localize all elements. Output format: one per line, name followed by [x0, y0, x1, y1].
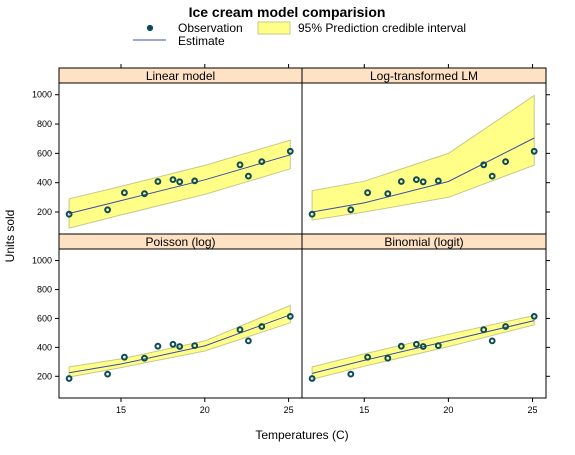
- observation-point: [191, 342, 199, 350]
- observation-point: [169, 340, 177, 348]
- y-tick-label: 1000: [32, 256, 52, 266]
- interval-band: [68, 304, 291, 378]
- x-tick-label: 15: [359, 405, 369, 415]
- x-tick-label: 25: [284, 405, 294, 415]
- y-tick-label: 800: [37, 285, 52, 295]
- observation-point: [176, 343, 184, 350]
- panel-2: Log-transformed LM: [301, 64, 550, 235]
- observation-point: [121, 189, 128, 197]
- observation-point: [236, 161, 244, 169]
- observation-point: [236, 326, 244, 334]
- x-tick-label: 20: [443, 405, 453, 415]
- observation-point: [141, 190, 148, 198]
- x-tick-label: 15: [116, 405, 126, 415]
- observation-point: [364, 353, 372, 361]
- estimate-line: [311, 320, 535, 374]
- observation-point: [364, 189, 372, 197]
- observation-point: [245, 172, 252, 180]
- observation-point: [397, 178, 405, 185]
- y-tick-label: 400: [37, 178, 52, 188]
- observation-point: [530, 147, 538, 155]
- legend-point-icon: [146, 24, 154, 32]
- y-tick-label: 800: [37, 119, 52, 129]
- observation-point: [413, 176, 420, 184]
- observation-point: [308, 375, 316, 382]
- observation-point: [530, 313, 538, 320]
- y-tick-label: 600: [37, 148, 52, 158]
- observation-point: [413, 340, 420, 348]
- observation-point: [434, 342, 442, 350]
- observation-point: [502, 158, 510, 166]
- x-tick-label: 20: [200, 405, 210, 415]
- observation-point: [434, 177, 442, 185]
- observation-point: [286, 147, 294, 155]
- legend-band-icon: [257, 21, 291, 35]
- observation-point: [176, 178, 184, 186]
- observation-point: [154, 178, 162, 185]
- estimate-line: [312, 137, 535, 213]
- observation-point: [258, 323, 266, 330]
- observation-point: [169, 176, 177, 184]
- observation-point: [104, 206, 111, 214]
- observation-point: [308, 210, 316, 218]
- strip-label: Binomial (logit): [384, 235, 463, 249]
- chart-title: Ice cream model comparision: [189, 4, 386, 20]
- interval-band: [311, 314, 535, 380]
- panels: Linear model 200 400 600 800 1000 Log-transfor…: [32, 64, 550, 415]
- legend-label-estimate: Estimate: [178, 34, 225, 48]
- observation-point: [347, 370, 355, 378]
- observation-point: [488, 337, 496, 345]
- interval-band: [311, 94, 535, 221]
- panel-1: Linear model 200 400 600 800 1000: [32, 64, 303, 235]
- x-axis-label: Temperatures (C): [255, 428, 348, 442]
- y-tick-label: 400: [37, 342, 52, 352]
- panel-frame: [301, 248, 547, 399]
- observation-point: [488, 172, 496, 180]
- observation-point: [286, 313, 294, 320]
- y-axis-label: Units sold: [3, 210, 17, 263]
- legend-label-observation: Observation: [178, 21, 243, 35]
- observation-point: [258, 158, 266, 166]
- x-tick-label: 25: [528, 405, 538, 415]
- strip-label: Log-transformed LM: [370, 69, 478, 83]
- panel-4: Binomial (logit) 15 20 25: [301, 233, 550, 415]
- observation-point: [104, 370, 111, 378]
- observation-point: [65, 210, 73, 218]
- y-tick-label: 1000: [32, 90, 52, 100]
- observation-point: [397, 342, 405, 350]
- y-tick-label: 600: [37, 313, 52, 323]
- observation-point: [141, 354, 148, 362]
- strip-label: Poisson (log): [145, 235, 215, 249]
- y-tick-label: 200: [37, 371, 52, 381]
- observation-point: [65, 375, 73, 382]
- observation-point: [384, 354, 392, 362]
- observation-point: [419, 178, 427, 186]
- strip-label: Linear model: [146, 69, 215, 83]
- estimate-line: [69, 314, 291, 374]
- estimate-line: [68, 154, 291, 214]
- observation-point: [480, 326, 488, 334]
- observation-point: [347, 206, 355, 214]
- observation-point: [191, 177, 199, 185]
- observation-point: [245, 337, 252, 345]
- panel-3: Poisson (log) 200 400 600 800 1000 15 20 25: [32, 233, 303, 415]
- observation-point: [121, 353, 128, 361]
- observation-point: [154, 342, 162, 350]
- legend-label-interval: 95% Prediction credible interval: [298, 21, 466, 35]
- observation-point: [384, 190, 392, 198]
- observation-point: [419, 343, 427, 350]
- observation-point: [502, 323, 510, 330]
- y-tick-label: 200: [37, 207, 52, 217]
- observation-point: [480, 161, 488, 169]
